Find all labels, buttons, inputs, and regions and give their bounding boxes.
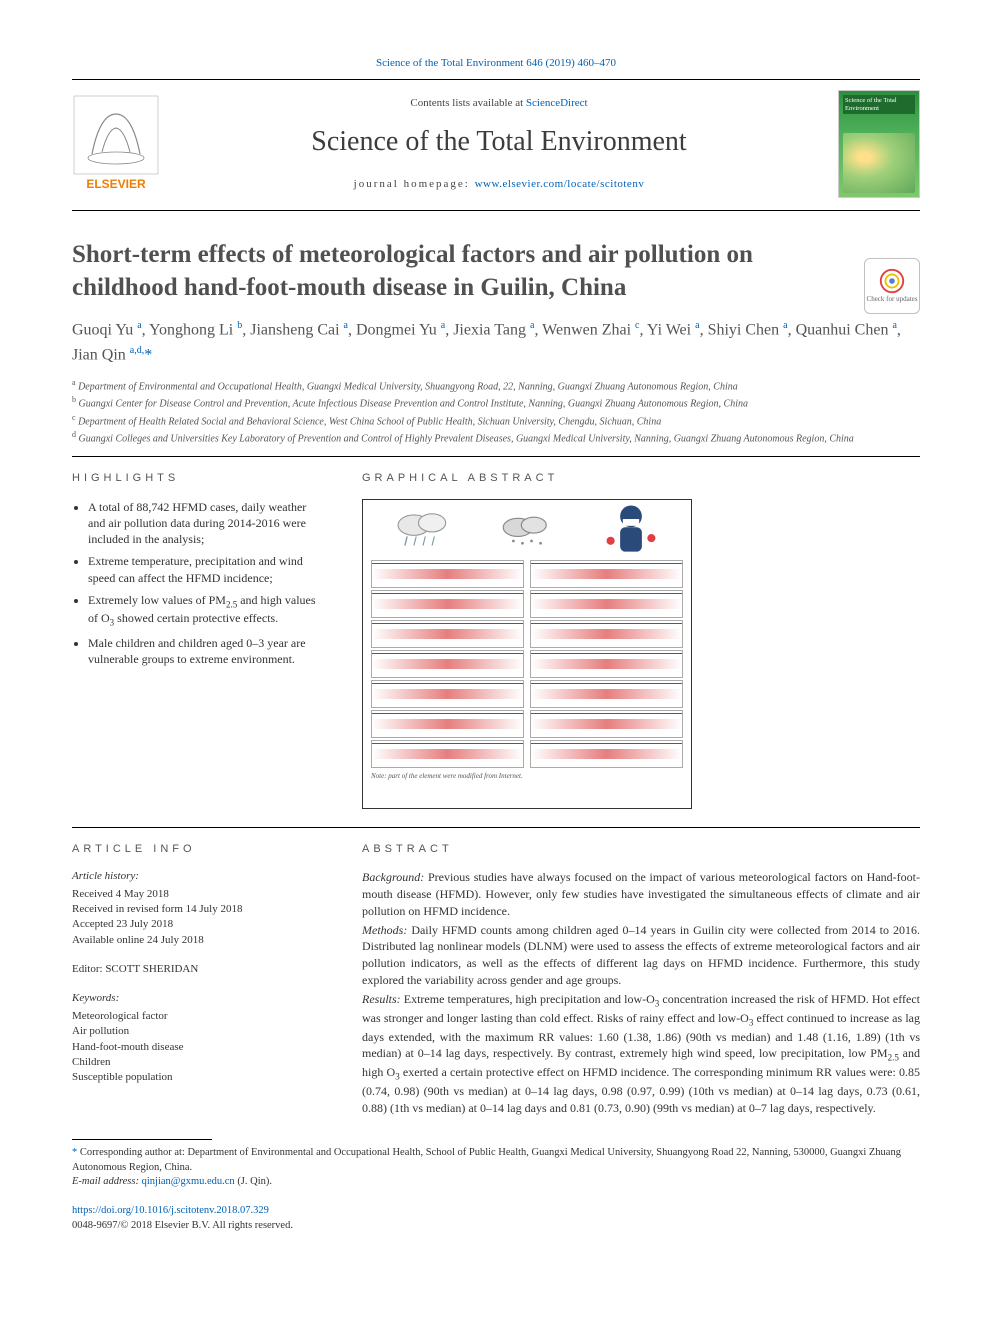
crossmark-label: Check for updates [867, 295, 918, 305]
affiliation-item: a Department of Environmental and Occupa… [72, 377, 920, 394]
contents-available-line: Contents lists available at ScienceDirec… [178, 96, 820, 111]
abstract-methods: Methods: Daily HFMD counts among childre… [362, 922, 920, 989]
affiliation-item: b Guangxi Center for Disease Control and… [72, 394, 920, 411]
background-label: Background: [362, 870, 424, 884]
issn-copyright: 0048-9697/© 2018 Elsevier B.V. All right… [72, 1219, 920, 1234]
crossmark-icon [878, 267, 906, 295]
journal-header-band: ELSEVIER Contents lists available at Sci… [72, 79, 920, 211]
section-divider [72, 827, 920, 828]
footnote-separator [72, 1139, 212, 1140]
child-patient-icon [597, 508, 665, 552]
ga-panel [530, 680, 683, 708]
footnotes: * Corresponding author at: Department of… [72, 1146, 920, 1190]
methods-text: Daily HFMD counts among children aged 0–… [362, 923, 920, 987]
online-date: Available online 24 July 2018 [72, 933, 322, 948]
contents-prefix: Contents lists available at [410, 97, 525, 109]
cloud-pollution-icon [493, 508, 561, 552]
accepted-date: Accepted 23 July 2018 [72, 917, 322, 932]
ga-panel [530, 740, 683, 768]
cover-title: Science of the Total Environment [843, 95, 915, 113]
email-attribution: (J. Qin). [235, 1176, 272, 1187]
article-title: Short-term effects of meteorological fac… [72, 239, 812, 304]
email-link[interactable]: qinjian@gxmu.edu.cn [142, 1176, 235, 1187]
citation-link[interactable]: Science of the Total Environment 646 (20… [376, 57, 616, 69]
affiliation-item: d Guangxi Colleges and Universities Key … [72, 429, 920, 446]
affiliation-list: a Department of Environmental and Occupa… [72, 377, 920, 457]
graphical-abstract-grid [371, 560, 683, 768]
sciencedirect-link[interactable]: ScienceDirect [526, 97, 588, 109]
results-label: Results: [362, 992, 401, 1006]
ga-panel [371, 710, 524, 738]
keywords-list: Meteorological factorAir pollutionHand-f… [72, 1009, 322, 1086]
author-list: Guoqi Yu a, Yonghong Li b, Jiansheng Cai… [72, 318, 920, 367]
highlights-list: A total of 88,742 HFMD cases, daily weat… [72, 499, 322, 667]
homepage-link[interactable]: www.elsevier.com/locate/scitotenv [475, 178, 645, 190]
ga-panel [530, 590, 683, 618]
methods-label: Methods: [362, 923, 407, 937]
ga-panel [371, 590, 524, 618]
homepage-label: journal homepage: [354, 178, 475, 190]
article-history-label: Article history: [72, 869, 322, 884]
journal-name: Science of the Total Environment [178, 122, 820, 161]
homepage-line: journal homepage: www.elsevier.com/locat… [178, 177, 820, 192]
ga-panel [371, 740, 524, 768]
svg-text:ELSEVIER: ELSEVIER [86, 177, 146, 191]
corresponding-text: Corresponding author at: Department of E… [72, 1147, 901, 1173]
ga-panel [371, 650, 524, 678]
results-text: Extreme temperatures, high precipitation… [362, 992, 920, 1116]
revised-date: Received in revised form 14 July 2018 [72, 902, 322, 917]
ga-panel [530, 620, 683, 648]
keyword-item: Meteorological factor [72, 1009, 322, 1024]
highlight-item: Extremely low values of PM2.5 and high v… [88, 592, 322, 629]
graphical-abstract-caption: Note: part of the element were modified … [371, 772, 683, 782]
cloud-rain-icon [389, 508, 457, 552]
graphical-abstract-heading: GRAPHICAL ABSTRACT [362, 471, 920, 486]
background-text: Previous studies have always focused on … [362, 870, 920, 918]
highlight-item: Extreme temperature, precipitation and w… [88, 553, 322, 585]
editor-name: SCOTT SHERIDAN [105, 963, 198, 975]
keywords-label: Keywords: [72, 991, 322, 1006]
editor-line: Editor: SCOTT SHERIDAN [72, 962, 322, 977]
ga-panel [371, 620, 524, 648]
crossmark-badge[interactable]: Check for updates [864, 258, 920, 314]
keyword-item: Children [72, 1055, 322, 1070]
abstract-background: Background: Previous studies have always… [362, 869, 920, 919]
graphical-abstract-figure: Note: part of the element were modified … [362, 499, 692, 809]
ga-panel [530, 710, 683, 738]
doi-link[interactable]: https://doi.org/10.1016/j.scitotenv.2018… [72, 1205, 269, 1216]
keyword-item: Air pollution [72, 1024, 322, 1039]
corresponding-author-note: * Corresponding author at: Department of… [72, 1146, 920, 1175]
highlight-item: A total of 88,742 HFMD cases, daily weat… [88, 499, 322, 548]
email-line: E-mail address: qinjian@gxmu.edu.cn (J. … [72, 1175, 920, 1190]
highlights-heading: HIGHLIGHTS [72, 471, 322, 486]
cover-image [843, 133, 915, 193]
citation-header: Science of the Total Environment 646 (20… [72, 56, 920, 71]
highlight-item: Male children and children aged 0–3 year… [88, 635, 322, 667]
email-label: E-mail address: [72, 1176, 142, 1187]
editor-label: Editor: [72, 963, 105, 975]
ga-panel [530, 650, 683, 678]
elsevier-logo: ELSEVIER [72, 94, 160, 194]
keyword-item: Hand-foot-mouth disease [72, 1040, 322, 1055]
article-info-heading: ARTICLE INFO [72, 842, 322, 857]
abstract-heading: ABSTRACT [362, 842, 920, 857]
received-date: Received 4 May 2018 [72, 887, 322, 902]
abstract-results: Results: Extreme temperatures, high prec… [362, 991, 920, 1117]
keyword-item: Susceptible population [72, 1070, 322, 1085]
journal-cover-thumbnail: Science of the Total Environment [838, 90, 920, 198]
ga-panel [530, 560, 683, 588]
ga-panel [371, 560, 524, 588]
affiliation-item: c Department of Health Related Social an… [72, 412, 920, 429]
ga-panel [371, 680, 524, 708]
